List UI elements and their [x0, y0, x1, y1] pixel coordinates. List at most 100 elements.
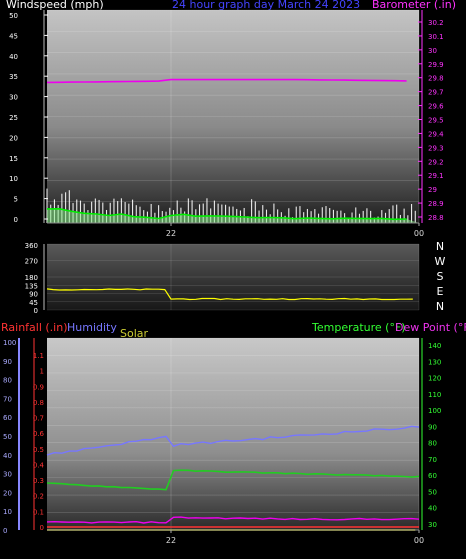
y-tick-label: 15: [9, 155, 18, 163]
y-tick-label: 0.5: [33, 446, 44, 454]
direction-grid: [47, 243, 420, 311]
y-tick-label: 29: [428, 186, 437, 194]
x-tick-label: 00: [414, 229, 424, 238]
y-tick-label: 29.5: [428, 117, 444, 125]
wind-series: [46, 78, 419, 223]
y-tick-label: 40: [428, 505, 437, 513]
y-tick-label: 90: [428, 423, 437, 431]
y-tick-label: 30.2: [428, 19, 444, 27]
humidity-axis-label: Humidity: [67, 321, 117, 334]
y-tick-label: 0.1: [33, 508, 44, 516]
y-tick-label: 1.1: [33, 352, 44, 360]
barometer-axis-label: Barometer (.in): [372, 0, 456, 11]
y-tick-label: 50: [3, 433, 12, 441]
wind-x-axis: 2200020406081012141618202200: [47, 222, 424, 238]
y-tick-label: 30.1: [428, 33, 444, 41]
y-tick-label: 80: [3, 377, 12, 385]
y-tick-label: 70: [3, 395, 12, 403]
x-tick-label: 22: [166, 229, 176, 238]
weather-plot-area: [47, 338, 419, 530]
weather-x-axis: 2200020406081012141618202200: [47, 529, 424, 545]
y-tick-label: 29.3: [428, 144, 444, 152]
humidity-line: [46, 425, 420, 456]
y-tick-label: 0: [40, 524, 44, 532]
y-tick-label: 0: [14, 216, 18, 224]
y-tick-label: 0.2: [33, 493, 44, 501]
y-tick-label: 25: [9, 114, 18, 122]
y-tick-label: 40: [3, 452, 12, 460]
compass-s: S: [437, 270, 444, 283]
y-tick-label: 0.8: [33, 399, 44, 407]
y-tick-label: 0.7: [33, 415, 44, 423]
compass-w: W: [435, 255, 446, 268]
y-tick-label: 20: [3, 489, 12, 497]
y-tick-label: 130: [428, 358, 441, 366]
barometer-y-axis: 30.2 30.1 30 29.9 29.8 29.7 29.6 29.5 29.4 29.3 29…: [418, 10, 444, 223]
y-tick-label: 28.9: [428, 200, 444, 208]
y-tick-label: 5: [14, 196, 18, 204]
y-tick-label: 90: [29, 291, 38, 299]
y-tick-label: 80: [428, 440, 437, 448]
rainfall-axis-label: Rainfall (.in): [1, 321, 68, 334]
y-tick-label: 100: [3, 339, 16, 347]
y-tick-label: 29.4: [428, 130, 444, 138]
y-tick-label: 29.9: [428, 61, 444, 69]
y-tick-label: 270: [25, 258, 38, 266]
direction-series: [46, 288, 413, 301]
y-tick-label: 30: [3, 471, 12, 479]
y-tick-label: 140: [428, 342, 441, 350]
x-tick-label: 00: [414, 536, 424, 545]
y-tick-label: 50: [428, 488, 437, 496]
y-tick-label: 0.6: [33, 430, 45, 438]
y-tick-label: 60: [428, 472, 437, 480]
y-tick-label: 20: [9, 134, 18, 142]
y-tick-label: 100: [428, 407, 441, 415]
y-tick-label: 30: [428, 521, 437, 529]
y-tick-label: 45: [29, 299, 38, 307]
compass-n: N: [436, 300, 444, 313]
y-tick-label: 120: [428, 375, 441, 383]
y-tick-label: 90: [3, 358, 12, 366]
y-tick-label: 0.9: [33, 383, 44, 391]
chart-title: 24 hour graph day March 24 2023: [172, 0, 360, 11]
y-tick-label: 60: [3, 414, 12, 422]
wind-average-line: [46, 207, 407, 221]
rainfall-y-axis: 1.1 1 0.9 0.8 0.7 0.6 0.5 0.4 0.3 0.2 0.1 0: [33, 338, 45, 532]
windspeed-axis-label: Windspeed (mph): [6, 0, 104, 11]
y-tick-label: 40: [9, 53, 18, 61]
wind-direction-line: [46, 288, 413, 301]
temperature-line: [46, 469, 420, 491]
compass-n: N: [436, 240, 444, 253]
solar-axis-label: Solar: [120, 327, 149, 340]
y-tick-label: 0: [34, 307, 38, 315]
temperature-axis-label: Temperature (°F): [311, 321, 406, 334]
y-tick-label: 30: [9, 94, 18, 102]
dewpoint-line: [46, 516, 420, 524]
y-tick-label: 29.7: [428, 89, 444, 97]
wind-grid: [47, 9, 420, 224]
wind-average-area: [47, 208, 419, 223]
y-tick-label: 45: [9, 32, 18, 40]
y-tick-label: 30: [428, 47, 437, 55]
y-tick-label: 29.8: [428, 75, 444, 83]
y-tick-label: 1: [40, 368, 44, 376]
y-tick-label: 0: [3, 527, 7, 535]
y-tick-label: 180: [25, 274, 38, 282]
barometer-line: [46, 78, 407, 84]
y-tick-label: 10: [3, 508, 12, 516]
y-tick-label: 70: [428, 456, 437, 464]
compass-e: E: [437, 285, 444, 298]
dewpoint-axis-label: Dew Point (°F): [395, 321, 466, 334]
y-tick-label: 29.6: [428, 103, 444, 111]
y-tick-label: 360: [25, 242, 38, 250]
y-tick-label: 0.4: [33, 461, 45, 469]
y-tick-label: 50: [9, 12, 18, 20]
y-tick-label: 110: [428, 391, 441, 399]
